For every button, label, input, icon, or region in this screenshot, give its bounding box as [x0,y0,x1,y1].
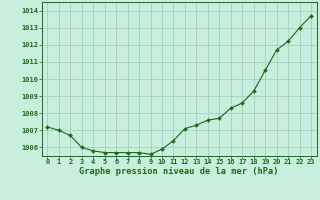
X-axis label: Graphe pression niveau de la mer (hPa): Graphe pression niveau de la mer (hPa) [79,167,279,176]
